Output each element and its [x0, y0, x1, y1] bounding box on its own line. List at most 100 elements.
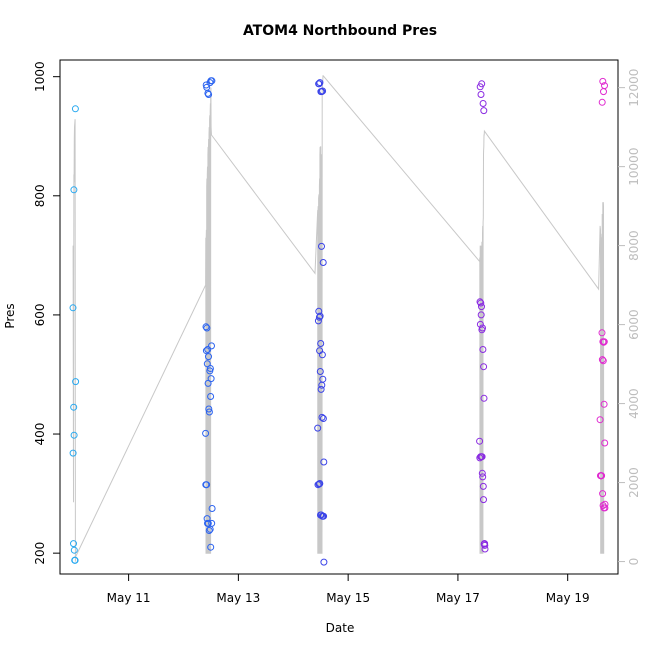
data-point [479, 324, 486, 332]
data-point [598, 329, 606, 337]
data-point [598, 472, 606, 480]
data-point [599, 357, 607, 365]
data-point [601, 500, 609, 508]
data-point [477, 311, 485, 319]
y-tick-label: 200 [33, 542, 47, 565]
data-point [205, 91, 213, 98]
data-point [479, 100, 487, 107]
data-point [203, 481, 211, 489]
data-point [205, 527, 213, 534]
data-point [480, 363, 488, 371]
data-point [205, 405, 213, 413]
data-point [314, 317, 322, 325]
y-axis-label: Pres [3, 303, 17, 328]
data-point [205, 353, 212, 361]
data-point [480, 107, 488, 115]
data-point [479, 473, 487, 481]
data-point [478, 453, 486, 461]
plot-frame [59, 59, 619, 575]
data-point [316, 368, 324, 375]
data-point [70, 540, 77, 548]
data-point [316, 480, 324, 487]
data-point [481, 545, 489, 553]
data-point [202, 429, 210, 437]
data-point [70, 186, 78, 194]
x-tick-label: May 13 [216, 591, 260, 605]
data-point [202, 323, 210, 331]
right-tick-label: 4000 [627, 388, 641, 419]
data-point [479, 482, 487, 490]
data-point [317, 385, 325, 393]
data-point [478, 303, 485, 311]
data-point [596, 416, 604, 424]
data-point [599, 77, 607, 85]
data-point [478, 80, 486, 88]
data-point [208, 77, 216, 85]
right-tick-label: 12000 [627, 69, 641, 107]
data-point [480, 394, 488, 402]
data-point [598, 356, 606, 364]
depth-line-layer [72, 75, 605, 562]
data-point [203, 360, 211, 368]
y-tick-label: 600 [33, 303, 47, 326]
data-point [316, 312, 324, 320]
data-point [208, 519, 216, 527]
data-point [600, 338, 608, 346]
data-point [69, 449, 77, 457]
data-point [71, 105, 79, 113]
data-point [600, 88, 607, 96]
x-axis: May 11 May 13 May 15 May 17 May 19 [107, 574, 590, 605]
data-point [203, 515, 211, 523]
x-axis-label: Date [326, 621, 355, 635]
data-point [320, 558, 328, 566]
data-point [315, 80, 323, 88]
data-point [476, 437, 484, 445]
data-point [202, 347, 210, 355]
data-point [204, 89, 212, 97]
data-point [477, 299, 485, 307]
data-point [207, 393, 215, 400]
right-tick-label: 6000 [627, 309, 641, 340]
data-point [477, 91, 485, 98]
data-point [319, 375, 327, 383]
y-tick-label: 800 [33, 184, 47, 207]
data-point [316, 79, 324, 87]
y-tick-label: 1000 [33, 61, 47, 92]
data-point [320, 458, 328, 466]
y-axis: 200 400 600 800 1000 [33, 61, 60, 565]
right-tick-label: 2000 [627, 467, 641, 498]
data-point [476, 298, 484, 306]
data-point [315, 480, 323, 488]
data-point [69, 304, 77, 312]
data-point [318, 242, 325, 250]
data-point [205, 408, 213, 416]
data-point [71, 556, 79, 564]
data-point [599, 490, 607, 498]
right-tick-label: 0 [627, 558, 641, 566]
points-layer [69, 77, 609, 566]
data-point [204, 346, 212, 353]
data-point [70, 403, 78, 411]
data-point [203, 324, 211, 332]
data-point [72, 378, 80, 386]
depth-line [72, 75, 605, 562]
data-point [600, 400, 608, 408]
chart-title: ATOM4 Northbound Pres [243, 23, 437, 39]
data-point [318, 413, 326, 421]
right-axis: 0 2000 4000 6000 8000 10000 12000 [618, 69, 641, 566]
right-tick-label: 10000 [627, 148, 641, 186]
data-point [208, 342, 215, 350]
x-tick-label: May 17 [436, 591, 480, 605]
data-point [207, 375, 215, 383]
y-tick-label: 400 [33, 423, 47, 446]
data-point [601, 82, 608, 90]
data-point [317, 340, 325, 347]
x-tick-label: May 11 [107, 591, 151, 605]
data-point [319, 259, 327, 266]
data-point [319, 87, 327, 95]
data-point [207, 543, 215, 551]
data-point [314, 424, 322, 432]
data-point [479, 346, 487, 353]
data-point [319, 415, 327, 422]
